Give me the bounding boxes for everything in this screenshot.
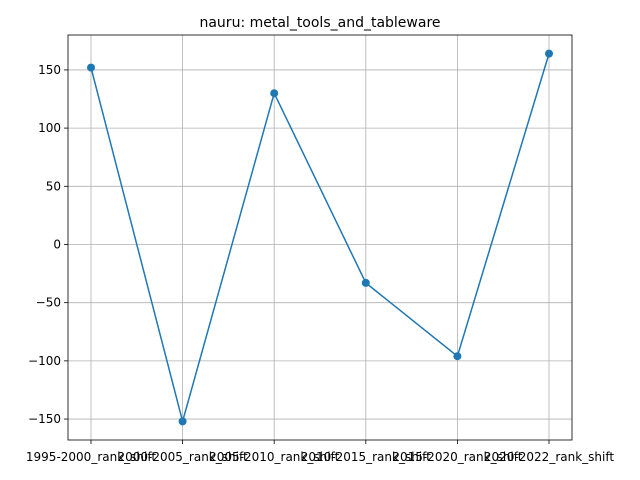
data-point (270, 89, 279, 98)
x-tick-label: 1995-2000_rank_shift (26, 450, 156, 464)
y-tick-label: 50 (46, 179, 61, 193)
chart-title: nauru: metal_tools_and_tableware (199, 15, 440, 31)
data-point (178, 417, 187, 426)
data-point (361, 278, 370, 287)
x-tick-label: 2005-2010_rank_shift (209, 450, 339, 464)
y-tick-label: 100 (38, 121, 61, 135)
x-tick-label: 2000-2005_rank_shift (118, 450, 248, 464)
y-tick-label: −50 (36, 296, 61, 310)
x-tick-label: 2020-2022_rank_shift (484, 450, 614, 464)
y-tick-label: 150 (38, 63, 61, 77)
y-tick-label: −100 (28, 354, 61, 368)
y-tick-label: −150 (28, 412, 61, 426)
series-group (87, 49, 553, 426)
data-point (453, 352, 462, 361)
y-tick-label: 0 (53, 237, 61, 251)
x-tick-label: 2015-2020_rank_shift (392, 450, 522, 464)
data-point (545, 49, 553, 58)
x-tick-label: 2010-2015_rank_shift (301, 450, 431, 464)
plot-frame (67, 34, 573, 441)
axis-ticks: 1995-2000_rank_shift2000-2005_rank_shift… (26, 63, 614, 464)
data-point (87, 63, 95, 72)
series-line (90, 53, 550, 425)
